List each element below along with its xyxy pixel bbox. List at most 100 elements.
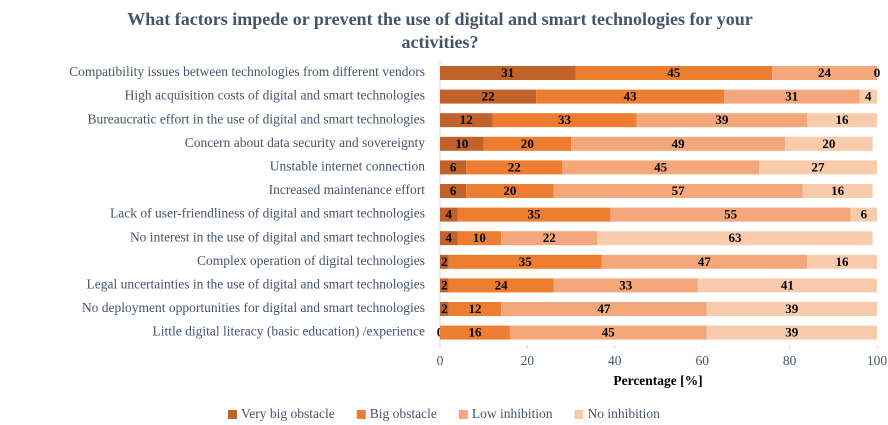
y-tick-label: Compatibility issues between technologie…	[69, 64, 425, 79]
data-label: 2	[441, 254, 448, 269]
bar-segment	[859, 89, 877, 104]
legend-swatch	[574, 410, 584, 419]
bar-segment	[466, 160, 563, 175]
data-label: 16	[836, 112, 850, 127]
bar-segment	[440, 231, 458, 246]
bar-segment	[440, 136, 484, 151]
data-label: 20	[521, 136, 534, 151]
data-label: 4	[445, 207, 452, 222]
x-axis-label: Percentage [%]	[613, 373, 702, 388]
bar-segment	[706, 325, 877, 340]
y-tick-label: Bureaucratic effort in the use of digita…	[87, 111, 425, 126]
bar-segment	[759, 160, 877, 175]
x-tick-label: 40	[608, 353, 622, 368]
bar-segment	[440, 254, 449, 269]
data-label: 33	[619, 277, 633, 292]
bar-segment	[440, 184, 467, 198]
data-label: 20	[822, 136, 835, 151]
bar-segment	[772, 66, 877, 80]
y-tick-label: Legal uncertainties in the use of digita…	[86, 276, 425, 291]
data-label: 22	[508, 159, 521, 174]
bar-segment	[440, 66, 576, 80]
bar-segment	[724, 89, 860, 104]
data-label: 4	[865, 89, 872, 104]
bar-segment	[610, 207, 851, 222]
bar-segment	[466, 184, 554, 198]
bar-segment	[440, 302, 449, 316]
data-label: 6	[450, 159, 457, 174]
data-label: 22	[482, 89, 495, 104]
bar-segment	[501, 302, 707, 316]
bar-segment	[440, 160, 467, 175]
legend-label: Low inhibition	[472, 406, 553, 421]
data-label: 63	[728, 230, 742, 245]
y-tick-label: Little digital literacy (basic education…	[153, 324, 426, 339]
data-label: 41	[781, 277, 794, 292]
bar-segment	[457, 207, 611, 222]
legend-label: No inhibition	[587, 406, 660, 421]
bar-segment	[601, 254, 808, 269]
bar-segment	[807, 113, 877, 128]
data-label: 22	[543, 230, 556, 245]
data-label: 12	[468, 301, 481, 316]
bar-segment	[706, 302, 877, 316]
y-tick-label: Complex operation of digital technologie…	[197, 253, 425, 268]
data-label: 31	[501, 65, 514, 80]
data-label: 12	[460, 112, 473, 127]
data-label: 4	[445, 230, 452, 245]
data-label: 16	[836, 254, 850, 269]
data-label: 27	[812, 159, 826, 174]
data-label: 35	[519, 254, 533, 269]
data-label: 39	[785, 325, 799, 340]
data-label: 57	[672, 183, 686, 198]
data-label: 55	[724, 207, 738, 222]
data-label: 10	[473, 230, 486, 245]
legend-label: Big obstacle	[370, 406, 437, 421]
data-label: 33	[558, 112, 572, 127]
bar-segment	[597, 231, 873, 246]
legend-label: Very big obstacle	[241, 406, 335, 421]
bar-segment	[562, 160, 760, 175]
data-label: 45	[602, 325, 616, 340]
bar-segment	[575, 66, 773, 80]
data-label: 45	[667, 65, 681, 80]
data-label: 2	[441, 277, 448, 292]
data-label: 49	[672, 136, 686, 151]
bar-segment	[501, 231, 598, 246]
bar-segment	[571, 136, 786, 151]
bar-segment	[785, 136, 873, 151]
x-tick-label: 60	[695, 353, 709, 368]
bar-segment	[697, 278, 877, 293]
bar-segment	[448, 302, 502, 316]
y-tick-label: No interest in the use of digital and sm…	[130, 229, 425, 244]
data-label: 10	[455, 136, 468, 151]
legend-swatch	[458, 410, 468, 419]
data-label: 0	[874, 65, 881, 80]
y-tick-label: Concern about data security and sovereig…	[185, 135, 426, 150]
data-label: 16	[468, 325, 482, 340]
bar-segment	[440, 113, 493, 128]
bar-segment	[440, 278, 449, 293]
data-label: 31	[785, 89, 798, 104]
bar-segment	[553, 278, 698, 293]
bar-segment	[636, 113, 808, 128]
data-label: 39	[785, 301, 799, 316]
bar-segment	[457, 231, 502, 246]
legend-swatch	[228, 410, 237, 419]
y-tick-label: No deployment opportunities for digital …	[82, 300, 425, 315]
bar-segment	[492, 113, 637, 128]
bar-segment	[807, 254, 877, 269]
data-label: 47	[698, 254, 712, 269]
bar-segment	[440, 325, 510, 340]
y-tick-label: Unstable internet connection	[270, 158, 425, 173]
x-tick-label: 100	[867, 353, 888, 368]
bar-segment	[440, 207, 458, 222]
data-label: 6	[861, 207, 868, 222]
bar-segment	[440, 89, 537, 104]
bar-segment	[448, 254, 602, 269]
x-tick-label: 0	[437, 353, 444, 368]
data-label: 39	[715, 112, 729, 127]
data-label: 20	[503, 183, 516, 198]
